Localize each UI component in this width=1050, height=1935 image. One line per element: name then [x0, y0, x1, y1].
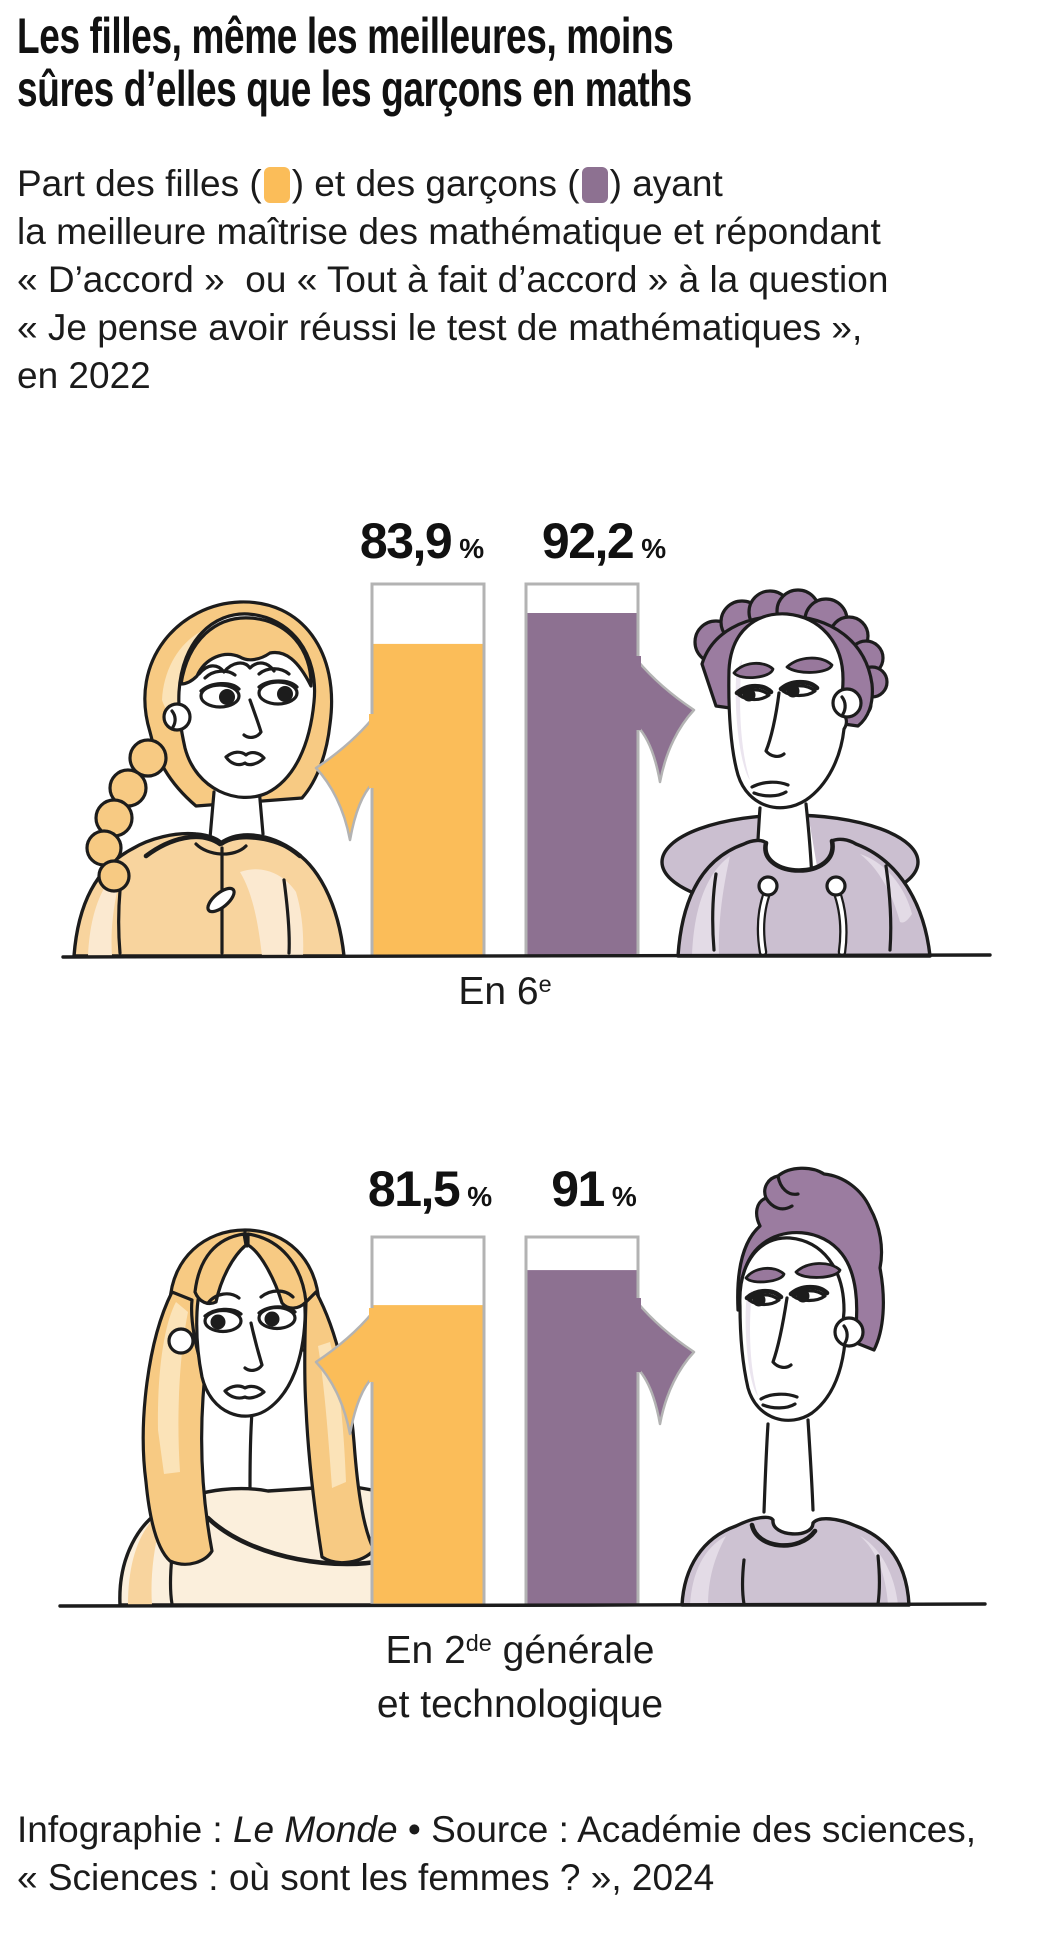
bar-fill-boys-2de	[526, 1270, 638, 1605]
le-monde-credit: Le Monde	[232, 1809, 398, 1850]
page-title: Les filles, même les meilleures, moins s…	[17, 10, 692, 116]
boy2-ear	[833, 1316, 865, 1348]
speech-tail-girls-6e	[314, 716, 375, 842]
girl-illustration-6e	[72, 600, 346, 958]
boy1-face	[727, 612, 848, 810]
boys-value-2de: 91%	[551, 1161, 637, 1217]
boy-illustration-2de	[680, 1166, 911, 1607]
boy1-ear	[831, 687, 863, 719]
subtitle-line-3: « D’accord » ou « Tout à fait d’accord »…	[17, 259, 889, 300]
girls-legend-swatch	[263, 167, 290, 203]
speech-tail-boys-6e	[635, 658, 696, 784]
boy-illustration-6e	[660, 588, 932, 958]
footer-line-1: Infographie : Le Monde • Source : Académ…	[17, 1809, 977, 1850]
girl-illustration-2de	[118, 1228, 451, 1607]
title-line-1: Les filles, même les meilleures, moins	[17, 8, 674, 64]
boy2-shirt	[680, 1515, 911, 1607]
boy2-neck	[764, 1418, 814, 1516]
bar-fill-girls-6e	[372, 643, 484, 956]
speech-tail-boys-2de	[635, 1300, 696, 1426]
boys-value-6e: 92,2%	[541, 513, 667, 569]
footer-line-2: « Sciences : où sont les femmes ? », 202…	[17, 1857, 715, 1898]
boys-legend-swatch	[581, 167, 608, 203]
bar-boys-6e	[524, 582, 696, 958]
girl2-neck	[248, 1410, 318, 1490]
subtitle-line-2: la meilleure maîtrise des mathématique e…	[17, 211, 881, 252]
subtitle-line-1: Part des filles () et des garçons () aya…	[17, 163, 723, 204]
baseline-2de	[58, 1602, 987, 1608]
source-credit: Infographie : Le Monde • Source : Académ…	[17, 1806, 976, 1902]
girl1-mouth	[224, 750, 266, 767]
girl1-drawstring	[206, 886, 236, 914]
title-line-2: sûres d’elles que les garçons en maths	[17, 61, 692, 117]
girls-value-6e: 83,9%	[359, 513, 485, 569]
bar-fill-girls-2de	[372, 1305, 484, 1605]
axis-label-6e: En 6e	[458, 970, 552, 1013]
axis-label-2de: En 2de générale et technologique	[376, 1629, 664, 1726]
subtitle: Part des filles () et des garçons () aya…	[17, 160, 888, 400]
baseline-6e	[61, 953, 992, 959]
girl2-mouth	[223, 1384, 266, 1400]
bar-fill-boys-6e	[526, 613, 638, 956]
bar-girls-2de	[314, 1235, 486, 1607]
speech-tail-girls-2de	[314, 1310, 375, 1436]
bar-girls-6e	[314, 582, 486, 958]
girl1-ear	[162, 702, 192, 732]
girl2-ear	[167, 1327, 195, 1355]
subtitle-line-5: en 2022	[17, 355, 151, 396]
subtitle-line-4: « Je pense avoir réussi le test de mathé…	[17, 307, 863, 348]
girls-value-2de: 81,5%	[367, 1161, 493, 1217]
bar-boys-2de	[524, 1235, 696, 1607]
